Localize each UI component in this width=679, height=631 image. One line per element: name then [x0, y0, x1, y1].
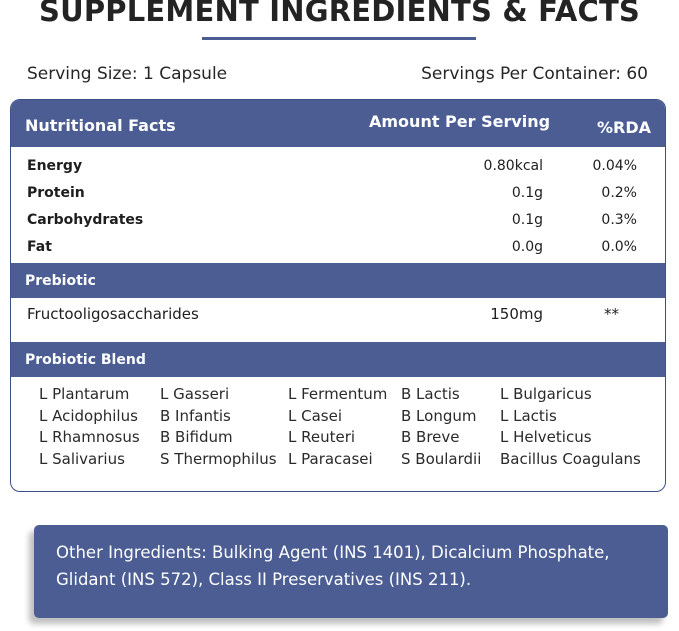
strain-item: S Thermophilus: [160, 449, 277, 468]
nutrient-name: Protein: [27, 185, 85, 201]
strain-item: L Reuteri: [288, 428, 356, 446]
strain-item: B Infantis: [160, 406, 231, 425]
header-rda: %RDA: [597, 118, 652, 137]
strain-item: L Fermentum: [288, 385, 388, 403]
strain-item: L Helveticus: [500, 428, 592, 446]
other-ingredients-box: Other Ingredients: Bulking Agent (INS 14…: [34, 525, 668, 618]
nutrient-amount: 0.1g: [511, 185, 543, 201]
strain-item: L Plantarum: [39, 385, 130, 403]
nutrient-amount: 0.0g: [511, 239, 543, 255]
other-ingredients-line: Glidant (INS 572), Class II Preservative…: [56, 570, 472, 589]
nutrient-rda: 0.04%: [592, 158, 637, 174]
strain-item: L Salivarius: [39, 449, 125, 468]
strain-item: L Bulgaricus: [500, 385, 592, 403]
probiotic-section-header: Probiotic Blend: [11, 342, 665, 377]
nutrient-name: Energy: [27, 158, 83, 174]
strain-item: L Casei: [288, 406, 343, 425]
serving-size: Serving Size: 1 Capsule: [27, 64, 228, 84]
strain-item: L Gasseri: [160, 385, 230, 403]
nutrient-rda: 0.3%: [601, 212, 637, 228]
strain-column: L Plantarum L Acidophilus L Rhamnosus L …: [39, 384, 140, 470]
strain-item: Bacillus Coagulans: [500, 449, 641, 468]
strain-column: B Lactis B Longum B Breve S Boulardii: [401, 384, 481, 470]
prebiotic-amount: 150mg: [490, 305, 543, 323]
prebiotic-row: Fructooligosaccharides 150mg **: [11, 298, 665, 342]
strain-item: S Boulardii: [401, 449, 482, 468]
nutrient-row: Energy 0.80kcal 0.04%: [11, 154, 665, 180]
prebiotic-rda: **: [604, 305, 619, 323]
strain-item: B Breve: [401, 428, 460, 446]
prebiotic-label: Prebiotic: [25, 273, 96, 289]
probiotic-label: Probiotic Blend: [25, 352, 146, 368]
nutrient-name: Fat: [27, 239, 52, 255]
other-ingredients-line: Other Ingredients: Bulking Agent (INS 14…: [56, 543, 610, 562]
nutrient-amount: 0.80kcal: [483, 158, 543, 174]
nutrient-amount: 0.1g: [511, 212, 543, 228]
servings-per-container: Servings Per Container: 60: [421, 64, 648, 84]
strain-item: B Lactis: [401, 385, 460, 403]
header-nutritional-facts: Nutritional Facts: [25, 116, 176, 135]
strain-item: L Rhamnosus: [39, 428, 140, 446]
strain-item: L Paracasei: [288, 449, 373, 468]
probiotic-strain-grid: L Plantarum L Acidophilus L Rhamnosus L …: [11, 380, 665, 490]
prebiotic-name: Fructooligosaccharides: [27, 305, 199, 323]
strain-column: L Fermentum L Casei L Reuteri L Paracase…: [288, 384, 387, 470]
strain-item: L Lactis: [500, 406, 557, 425]
header-amount-per-serving: Amount Per Serving: [369, 112, 551, 131]
nutrient-name: Carbohydrates: [27, 212, 144, 228]
strain-item: B Bifidum: [160, 428, 233, 446]
nutrient-rda: 0.2%: [601, 185, 637, 201]
title-underline: [202, 37, 476, 40]
strain-item: B Longum: [401, 406, 477, 425]
strain-column: L Bulgaricus L Lactis L Helveticus Bacil…: [500, 384, 641, 470]
nutrient-row: Fat 0.0g 0.0%: [11, 235, 665, 261]
nutrient-row: Protein 0.1g 0.2%: [11, 181, 665, 207]
facts-table: Nutritional Facts Amount Per Serving %RD…: [10, 99, 666, 492]
nutrient-rda: 0.0%: [601, 239, 637, 255]
nutrient-row: Carbohydrates 0.1g 0.3%: [11, 208, 665, 234]
strain-item: L Acidophilus: [39, 406, 138, 425]
prebiotic-section-header: Prebiotic: [11, 263, 665, 298]
page-title: SUPPLEMENT INGREDIENTS & FACTS: [38, 0, 641, 28]
table-header: Nutritional Facts Amount Per Serving %RD…: [11, 100, 665, 147]
strain-column: L Gasseri B Infantis B Bifidum S Thermop…: [160, 384, 277, 470]
